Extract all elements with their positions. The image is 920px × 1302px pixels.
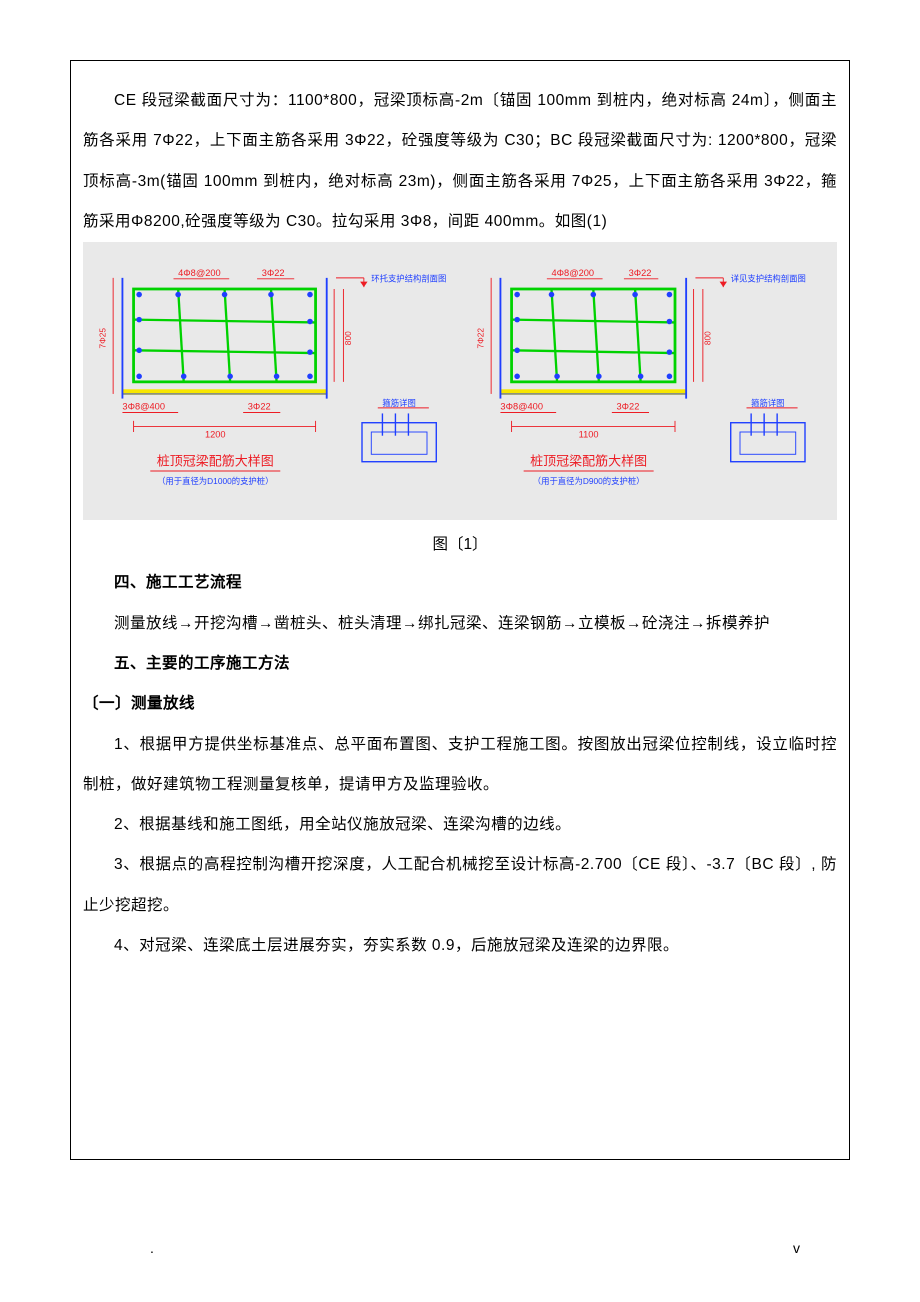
heading-4: 四、施工工艺流程 bbox=[83, 563, 837, 603]
diagram-left: 7Φ25 4Φ8@200 3Φ22 bbox=[87, 250, 455, 510]
svg-text:4Φ8@200: 4Φ8@200 bbox=[552, 268, 595, 278]
step-2: 2、根据基线和施工图纸，用全站仪施放冠梁、连梁沟槽的边线。 bbox=[83, 805, 837, 845]
subheading-1: 〔一〕测量放线 bbox=[83, 684, 837, 724]
step-1: 1、根据甲方提供坐标基准点、总平面布置图、支护工程施工图。按图放出冠梁位控制线，… bbox=[83, 725, 837, 806]
page-footer: . v bbox=[0, 1240, 920, 1256]
step-4: 4、对冠梁、连梁底土层进展夯实，夯实系数 0.9，后施放冠梁及连梁的边界限。 bbox=[83, 926, 837, 966]
page-frame: CE 段冠梁截面尺寸为：1100*800，冠梁顶标高-2m〔锚固 100mm 到… bbox=[70, 60, 850, 1160]
svg-text:1200: 1200 bbox=[205, 430, 226, 440]
svg-text:3Φ22: 3Φ22 bbox=[629, 268, 652, 278]
svg-text:桩顶冠梁配筋大样图: 桩顶冠梁配筋大样图 bbox=[530, 454, 647, 469]
svg-text:800: 800 bbox=[343, 331, 353, 345]
svg-text:（用于直径为D900的支护桩）: （用于直径为D900的支护桩） bbox=[533, 476, 645, 486]
step-3: 3、根据点的高程控制沟槽开挖深度，人工配合机械挖至设计标高-2.700〔CE 段… bbox=[83, 845, 837, 926]
svg-text:环托支护结构剖面图: 环托支护结构剖面图 bbox=[371, 274, 446, 284]
footer-right: v bbox=[793, 1240, 800, 1256]
svg-text:800: 800 bbox=[702, 331, 712, 345]
svg-text:详见支护结构剖面图: 详见支护结构剖面图 bbox=[731, 274, 806, 284]
svg-text:桩顶冠梁配筋大样图: 桩顶冠梁配筋大样图 bbox=[157, 454, 274, 469]
svg-text:箍筋详图: 箍筋详图 bbox=[382, 398, 415, 408]
svg-text:7Φ25: 7Φ25 bbox=[98, 328, 108, 349]
figure-1: 7Φ25 4Φ8@200 3Φ22 bbox=[83, 242, 837, 520]
svg-text:4Φ8@200: 4Φ8@200 bbox=[178, 268, 221, 278]
figure-caption: 图〔1〕 bbox=[83, 526, 837, 563]
svg-text:3Φ8@400: 3Φ8@400 bbox=[500, 402, 543, 412]
svg-text:1100: 1100 bbox=[579, 430, 599, 440]
svg-text:（用于直径为D1000的支护桩）: （用于直径为D1000的支护桩） bbox=[157, 476, 273, 486]
svg-text:3Φ8@400: 3Φ8@400 bbox=[122, 402, 165, 412]
footer-left: . bbox=[150, 1240, 154, 1256]
svg-text:3Φ22: 3Φ22 bbox=[617, 402, 640, 412]
svg-text:3Φ22: 3Φ22 bbox=[248, 402, 271, 412]
rebar-section-right: 7Φ22 4Φ8@200 3Φ22 bbox=[465, 250, 833, 510]
svg-text:7Φ22: 7Φ22 bbox=[476, 328, 486, 349]
svg-text:3Φ22: 3Φ22 bbox=[262, 268, 285, 278]
heading-5: 五、主要的工序施工方法 bbox=[83, 644, 837, 684]
process-flow: 测量放线→开挖沟槽→凿桩头、桩头清理→绑扎冠梁、连梁钢筋→立模板→砼浇注→拆模养… bbox=[83, 604, 837, 644]
rebar-section-left: 7Φ25 4Φ8@200 3Φ22 bbox=[87, 250, 455, 510]
diagram-right: 7Φ22 4Φ8@200 3Φ22 bbox=[465, 250, 833, 510]
svg-text:箍筋详图: 箍筋详图 bbox=[751, 398, 784, 408]
paragraph-1: CE 段冠梁截面尺寸为：1100*800，冠梁顶标高-2m〔锚固 100mm 到… bbox=[83, 81, 837, 242]
